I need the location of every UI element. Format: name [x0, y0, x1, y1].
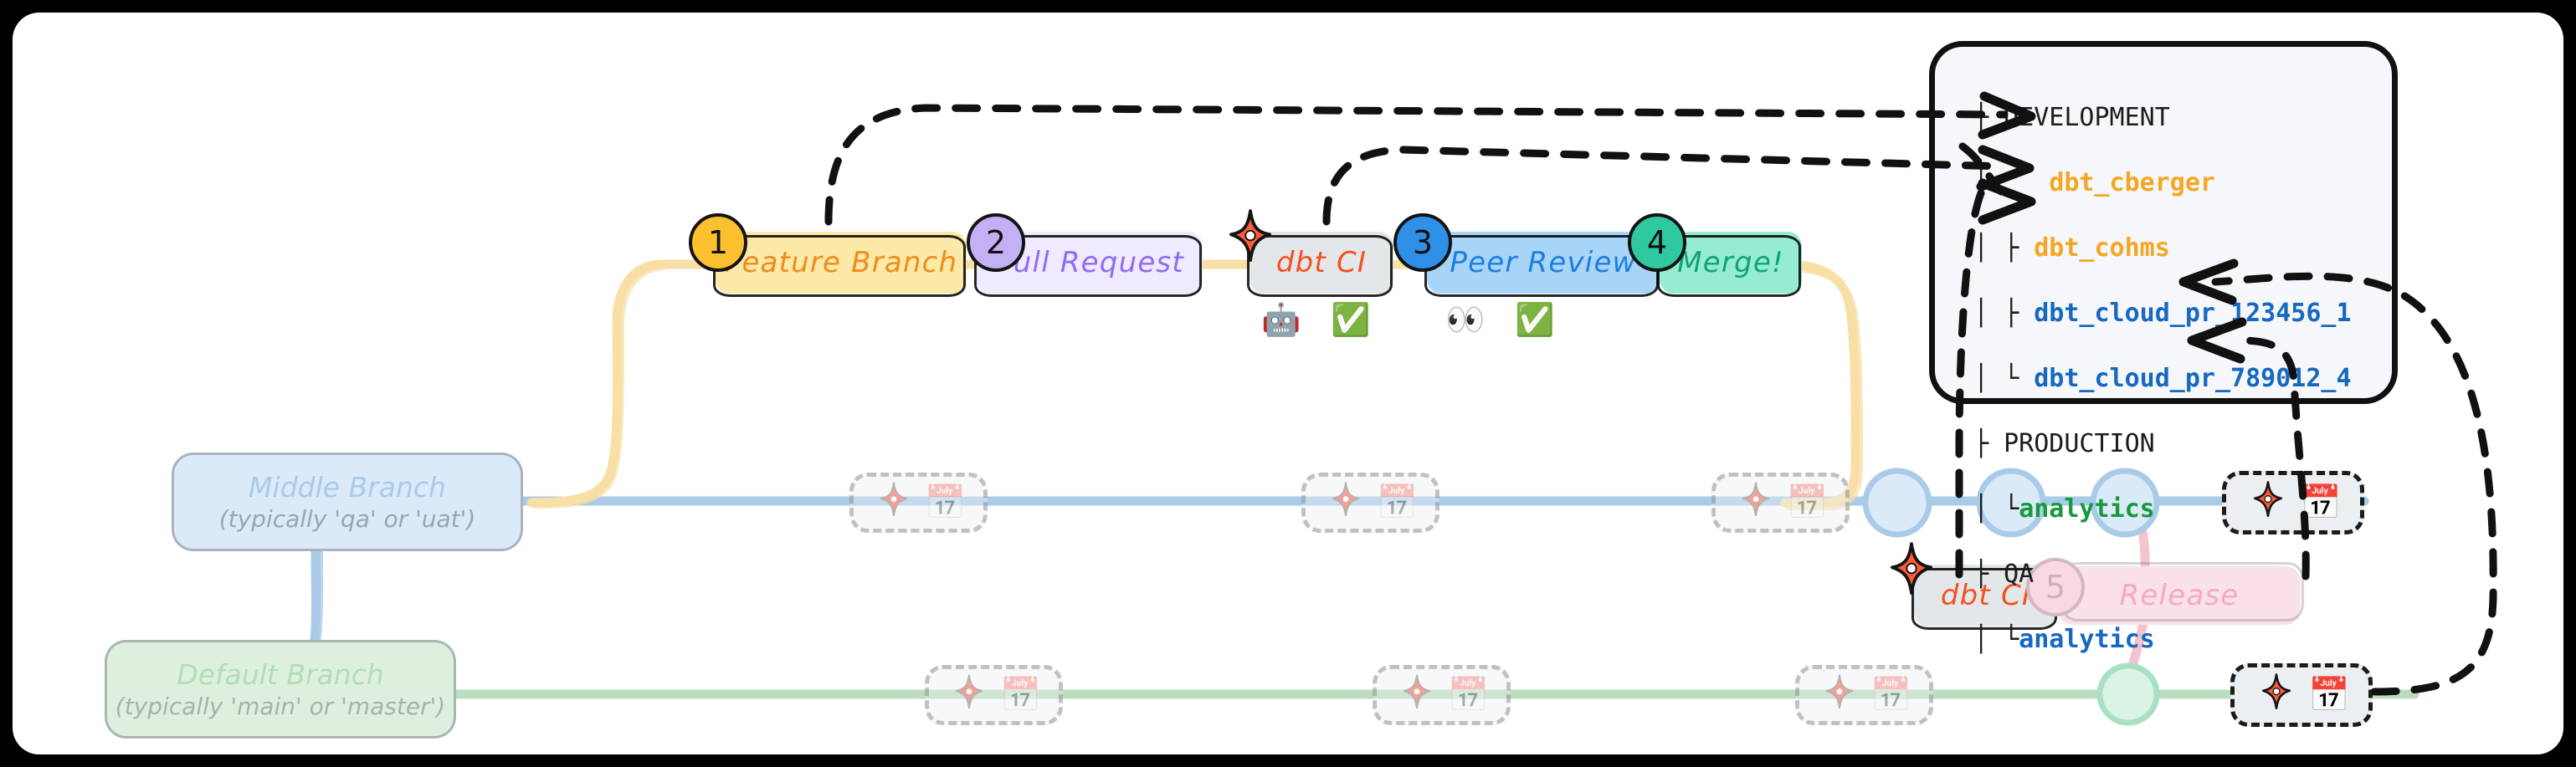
dbt-logo-icon [2245, 479, 2291, 526]
dbt-logo-icon [1323, 480, 1368, 525]
calendar-icon: 📅 [1447, 676, 1490, 714]
step-badge-3-number: 3 [1412, 224, 1434, 261]
status-row-dbt-ci: 🤖 ✅ [1261, 301, 1381, 338]
branch-card-default: Default Branch (typically 'main' or 'mas… [105, 640, 456, 739]
dbt-logo-icon [1817, 672, 1862, 718]
step-node-feature-branch-label: Feature Branch [724, 246, 958, 279]
commit-chip-middle-3[interactable]: 📅 [1711, 473, 1850, 533]
commit-chip-default-2[interactable]: 📅 [1373, 665, 1511, 725]
step-badge-5-number: 5 [2045, 569, 2066, 606]
step-badge-1-number: 1 [707, 224, 729, 261]
calendar-icon: 📅 [1870, 676, 1912, 714]
env-entry-dbt-cloud-pr-123456-1[interactable]: │ ├ dbt_cloud_pr_123456_1 [1973, 299, 2352, 328]
step-node-dbt-ci[interactable]: dbt CI [1247, 232, 1393, 297]
step-badge-2: 2 [967, 213, 1025, 272]
step-node-release-label: Release [2119, 579, 2240, 612]
feature-branch-line-left-sketch [532, 265, 666, 509]
arrow-dbtci-to-pr-123456 [1322, 146, 2009, 226]
step-badge-4: 4 [1628, 213, 1686, 272]
commit-chip-middle-4[interactable]: 📅 [2222, 471, 2364, 534]
calendar-icon: 📅 [1376, 483, 1419, 522]
env-group-qa: ├ QA [1973, 560, 2035, 589]
branch-card-middle: Middle Branch (typically 'qa' or 'uat') [172, 453, 523, 551]
step-badge-2-number: 2 [985, 224, 1007, 261]
merge-dot-middle-3 [2090, 468, 2160, 538]
step-node-dbt-ci-label: dbt CI [1275, 246, 1368, 279]
dbt-logo-icon [1216, 207, 1285, 279]
commit-chip-middle-1[interactable]: 📅 [849, 473, 988, 533]
commit-chip-middle-2[interactable]: 📅 [1301, 473, 1439, 533]
env-entry-qa-analytics[interactable]: │ └analytics [1973, 625, 2155, 654]
step-node-merge[interactable]: Merge! [1657, 232, 1802, 297]
step-node-release[interactable]: Release [2058, 562, 2304, 625]
calendar-icon: 📅 [999, 676, 1042, 714]
release-node-dbt-ci-label: dbt CI [1940, 579, 2032, 612]
step-node-feature-branch[interactable]: Feature Branch [713, 232, 967, 297]
arrowhead-dbt-cberger [1978, 91, 2036, 140]
merge-dot-middle-2 [1976, 468, 2046, 538]
env-entry-dbt-cberger[interactable]: ├ dbt_cberger [1973, 168, 2215, 197]
calendar-icon: 📅 [924, 483, 967, 522]
arrow-feature-to-dbt-cberger [824, 104, 2009, 226]
dbt-logo-icon [871, 480, 916, 525]
environments-tree: ├ DEVELOPMENT ├ dbt_cberger │ ├ dbt_cohm… [1973, 69, 2352, 721]
merge-dot-default-1 [2096, 662, 2160, 726]
dbt-logo-icon [2253, 672, 2300, 718]
diagram-canvas: Middle Branch (typically 'qa' or 'uat') … [13, 13, 2563, 754]
branch-card-middle-line2: (typically 'qa' or 'uat') [218, 505, 476, 534]
arrow-release-ci-to-qa-analytics [2235, 336, 2310, 580]
step-node-merge-label: Merge! [1677, 246, 1784, 279]
step-node-peer-review[interactable]: Peer Review [1424, 232, 1660, 297]
environments-panel: ├ DEVELOPMENT ├ dbt_cberger │ ├ dbt_cohm… [1929, 41, 2398, 654]
dbt-logo-icon [1733, 480, 1778, 525]
connector-arrows-layer [824, 91, 2497, 696]
step-node-pull-request-label: Pull Request [995, 246, 1184, 279]
branch-card-default-line2: (typically 'main' or 'master') [115, 693, 446, 721]
env-entry-dbt-cloud-pr-789012-4[interactable]: │ └ dbt_cloud_pr_789012_4 [1973, 364, 2352, 393]
arrow-dev-tree-to-release-ci [1955, 189, 1985, 594]
branch-card-middle-line1: Middle Branch [249, 470, 446, 504]
step-badge-5: 5 [2026, 558, 2085, 616]
commit-chip-default-3[interactable]: 📅 [1795, 665, 1933, 725]
arrowhead-qa-analytics [2187, 317, 2247, 364]
step-badge-3: 3 [1393, 213, 1452, 272]
calendar-icon: 📅 [2308, 676, 2350, 714]
env-group-production: ├ PRODUCTION [1973, 429, 2155, 458]
dbt-logo-icon [1877, 539, 1946, 611]
step-badge-4-number: 4 [1646, 224, 1668, 261]
feature-branch-line-right [1757, 259, 1860, 508]
commit-chip-default-4[interactable]: 📅 [2230, 663, 2373, 727]
feature-branch-line-right-sketch [1761, 266, 1864, 510]
arrowhead-production-analytics [2178, 258, 2239, 305]
arrow-prod-commit-to-production-analytics [2211, 272, 2497, 696]
env-entry-dbt-cohms[interactable]: │ ├ dbt_cohms [1973, 233, 2170, 263]
step-node-peer-review-label: Peer Review [1450, 246, 1637, 279]
dbt-logo-icon [1394, 672, 1439, 718]
merge-dot-middle-1 [1862, 468, 1932, 538]
commit-chip-default-1[interactable]: 📅 [925, 665, 1063, 725]
branch-card-default-line1: Default Branch [177, 657, 384, 691]
env-entry-production-analytics[interactable]: │ └analytics [1973, 494, 2155, 524]
feature-branch-line-left [526, 259, 721, 508]
calendar-icon: 📅 [1786, 483, 1829, 522]
arrowhead-pr-789012 [1978, 178, 2036, 225]
arrowhead-pr-123456 [1976, 145, 2035, 192]
step-badge-1: 1 [689, 213, 747, 272]
status-row-peer-review: 👀 ✅ [1445, 301, 1565, 338]
dbt-logo-icon [947, 672, 992, 718]
